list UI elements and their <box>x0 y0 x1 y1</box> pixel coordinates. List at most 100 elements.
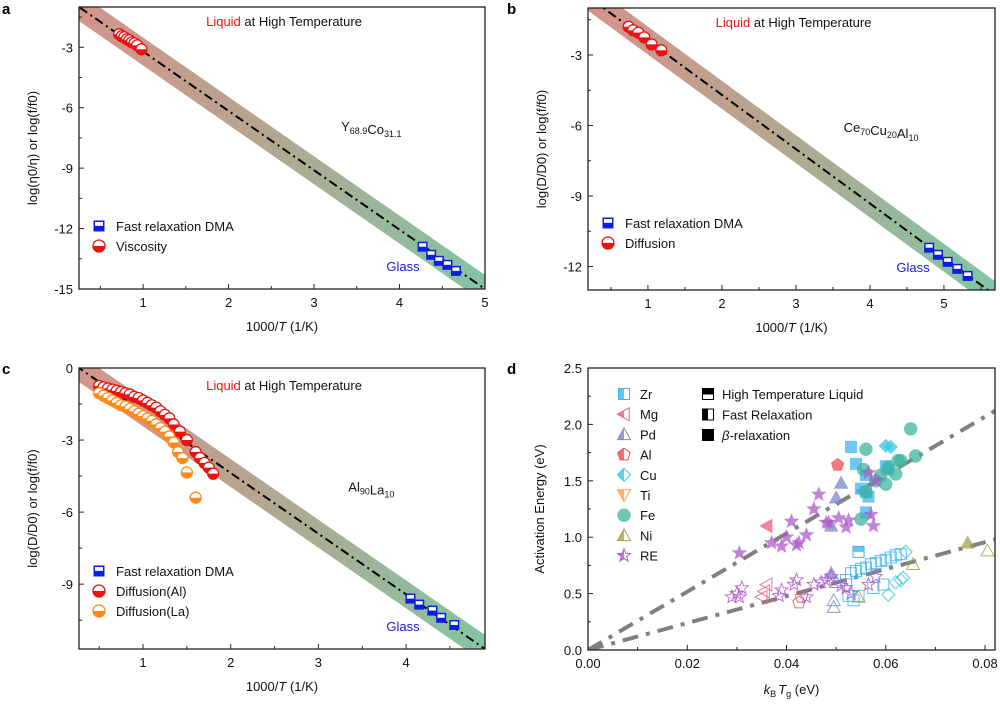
data-point <box>788 571 805 587</box>
marker-shape <box>903 422 918 436</box>
marker-bg <box>428 607 436 611</box>
marker-fill <box>93 246 105 252</box>
legend-item: Fast relaxation DMA <box>93 219 234 234</box>
legend-label: Pd <box>640 427 656 442</box>
marker-bg <box>450 621 458 625</box>
marker-bg <box>419 243 427 247</box>
data-point <box>843 585 859 601</box>
marker-fill <box>617 528 624 541</box>
marker-shape <box>617 447 631 461</box>
y-axis-label: log(D/D0) or log(f/f0) <box>25 449 40 567</box>
data-point <box>792 595 806 609</box>
x-axis-label: 1000/T (1/K) <box>246 319 318 334</box>
panel-label-b: b <box>507 1 516 18</box>
data-point <box>778 528 795 544</box>
data-point <box>818 571 835 587</box>
series-diffusion <box>622 20 668 57</box>
data-point <box>952 263 963 274</box>
legend-label: Diffusion(Al) <box>116 584 187 599</box>
data-point <box>863 506 879 522</box>
data-point <box>426 249 437 260</box>
data-point <box>942 256 953 267</box>
x-tick-label: 1 <box>139 295 146 310</box>
data-point <box>864 558 877 571</box>
series-diffusion-la- <box>93 387 202 504</box>
data-point <box>813 574 830 589</box>
data-point <box>860 464 877 480</box>
marker-shape <box>863 506 879 522</box>
legend-item: RE <box>616 547 658 564</box>
data-point <box>889 467 903 481</box>
series-ni-full <box>960 535 976 549</box>
panel-label-c: c <box>2 361 10 378</box>
legend-marker <box>617 508 631 522</box>
data-point <box>731 544 748 560</box>
marker-shape <box>771 587 787 603</box>
series-pd-open <box>826 574 844 613</box>
data-point <box>734 579 750 595</box>
series-fast-relaxation-dma <box>417 241 461 276</box>
data-point <box>898 544 913 560</box>
marker-bg <box>944 258 952 262</box>
marker-shape <box>616 406 630 422</box>
data-point <box>960 535 976 549</box>
marker-shape <box>763 534 780 550</box>
data-point <box>823 568 840 584</box>
marker-shape <box>798 588 815 604</box>
data-point <box>895 570 911 586</box>
marker-shape <box>877 578 890 591</box>
data-point <box>845 567 858 580</box>
marker-fill <box>135 49 147 55</box>
data-point <box>189 491 202 504</box>
marker-shape <box>759 577 773 592</box>
marker-shape <box>794 589 809 603</box>
data-point <box>849 565 863 578</box>
data-point <box>924 242 935 253</box>
legend: Fast relaxation DMA Viscosity <box>92 219 234 254</box>
legend-label: Ni <box>640 528 652 543</box>
legend-label: Ti <box>640 488 650 503</box>
x-tick-label: 0.08 <box>972 656 997 671</box>
legend-item: Fast relaxation DMA <box>602 216 743 231</box>
legend-marker <box>617 447 631 461</box>
y-tick-label: -12 <box>54 222 73 237</box>
legend-label: High Temperature Liquid <box>722 387 863 402</box>
data-point <box>851 589 866 603</box>
marker-fill <box>617 489 624 502</box>
x-tick-label: 2 <box>227 655 234 670</box>
y-tick-label: 0.5 <box>564 587 582 602</box>
legend-item: Mg <box>616 406 658 422</box>
marker-shape <box>773 582 790 597</box>
legend-item: Diffusion <box>601 236 675 251</box>
data-point <box>180 433 194 447</box>
y-tick-label: -9 <box>61 161 73 176</box>
data-point <box>894 453 908 468</box>
x-axis-label: kB Tg (eV) <box>764 682 820 699</box>
x-tick-label: 0.00 <box>575 656 600 671</box>
y-tick-label: 0 <box>66 361 73 376</box>
legend-marker-fill <box>702 409 708 420</box>
marker-bg <box>604 219 612 223</box>
legend-label: Diffusion(La) <box>116 604 189 619</box>
legend-label: Diffusion <box>625 236 675 251</box>
x-tick-label: 0.04 <box>774 656 799 671</box>
marker-fill <box>176 458 188 464</box>
data-point <box>908 449 923 463</box>
series-fe-full <box>854 422 923 526</box>
data-point <box>756 583 770 599</box>
legend-item: Fe <box>617 508 655 523</box>
marker-shape <box>729 585 745 601</box>
x-tick-label: 4 <box>402 655 409 670</box>
y-axis-label: log(η0/η) or log(f/f0) <box>25 91 40 205</box>
legend-marker <box>92 604 106 618</box>
data-point <box>791 534 807 550</box>
marker-shape <box>798 526 815 542</box>
y-tick-label: -15 <box>54 282 73 297</box>
data-point <box>884 551 897 564</box>
marker-shape <box>851 589 866 603</box>
y-tick-label: -3 <box>570 48 582 63</box>
fit-line <box>79 368 485 649</box>
data-point <box>417 241 428 252</box>
liquid-label: Liquid at High Temperature <box>206 14 362 29</box>
legend-label: Mg <box>640 407 658 422</box>
